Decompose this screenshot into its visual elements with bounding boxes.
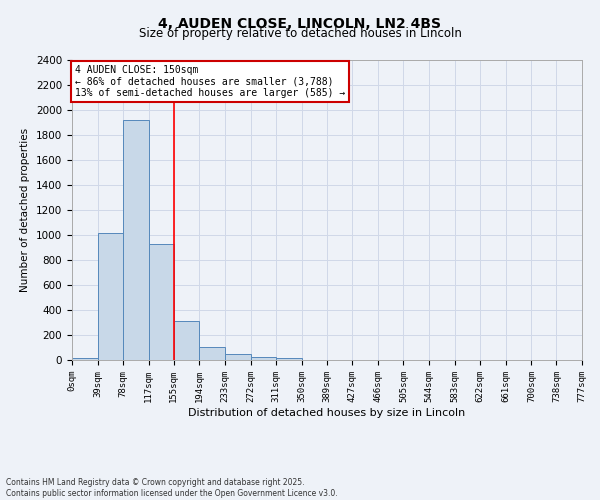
Bar [276,358,302,360]
Text: 4, AUDEN CLOSE, LINCOLN, LN2 4BS: 4, AUDEN CLOSE, LINCOLN, LN2 4BS [158,18,442,32]
Y-axis label: Number of detached properties: Number of detached properties [20,128,31,292]
Bar [199,347,225,360]
Bar [72,358,98,360]
X-axis label: Distribution of detached houses by size in Lincoln: Distribution of detached houses by size … [188,408,466,418]
Text: Size of property relative to detached houses in Lincoln: Size of property relative to detached ho… [139,28,461,40]
Bar [251,357,276,360]
Bar [174,320,199,360]
Bar [123,120,149,360]
Bar [225,354,251,360]
Bar [98,232,123,360]
Text: Contains HM Land Registry data © Crown copyright and database right 2025.
Contai: Contains HM Land Registry data © Crown c… [6,478,338,498]
Bar [149,244,174,360]
Text: 4 AUDEN CLOSE: 150sqm
← 86% of detached houses are smaller (3,788)
13% of semi-d: 4 AUDEN CLOSE: 150sqm ← 86% of detached … [75,65,346,98]
